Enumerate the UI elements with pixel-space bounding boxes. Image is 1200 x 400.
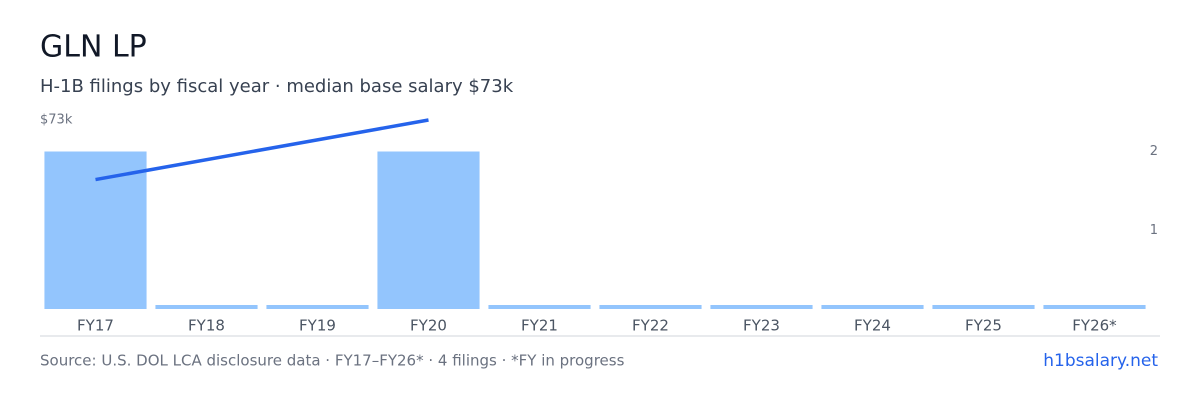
bar (710, 305, 813, 309)
y2-tick-label: 2 (1150, 144, 1158, 159)
bar (266, 305, 369, 309)
chart-title: GLN LP (40, 30, 147, 65)
y2-tick-label: 1 (1150, 223, 1158, 238)
x-tick-label: FY26* (1072, 317, 1117, 335)
y-tick-label: $73k (40, 113, 73, 128)
x-tick-label: FY25 (965, 317, 1002, 335)
bar (932, 305, 1035, 309)
x-tick-label: FY21 (521, 317, 558, 335)
x-tick-label: FY20 (410, 317, 447, 335)
chart-subtitle: H-1B filings by fiscal year · median bas… (40, 76, 514, 97)
x-tick-label: FY17 (77, 317, 114, 335)
bar (377, 151, 480, 309)
x-tick-label: FY19 (299, 317, 336, 335)
bar (821, 305, 924, 309)
bar (1043, 305, 1146, 309)
bar (44, 151, 147, 309)
x-tick-label: FY24 (854, 317, 891, 335)
brand-link[interactable]: h1bsalary.net (1043, 351, 1158, 371)
source-note: Source: U.S. DOL LCA disclosure data · F… (40, 352, 625, 370)
x-tick-label: FY18 (188, 317, 225, 335)
bar (155, 305, 258, 309)
x-tick-label: FY22 (632, 317, 669, 335)
bar (599, 305, 702, 309)
salary-line (95, 118, 429, 182)
x-tick-label: FY23 (743, 317, 780, 335)
bar (488, 305, 591, 309)
